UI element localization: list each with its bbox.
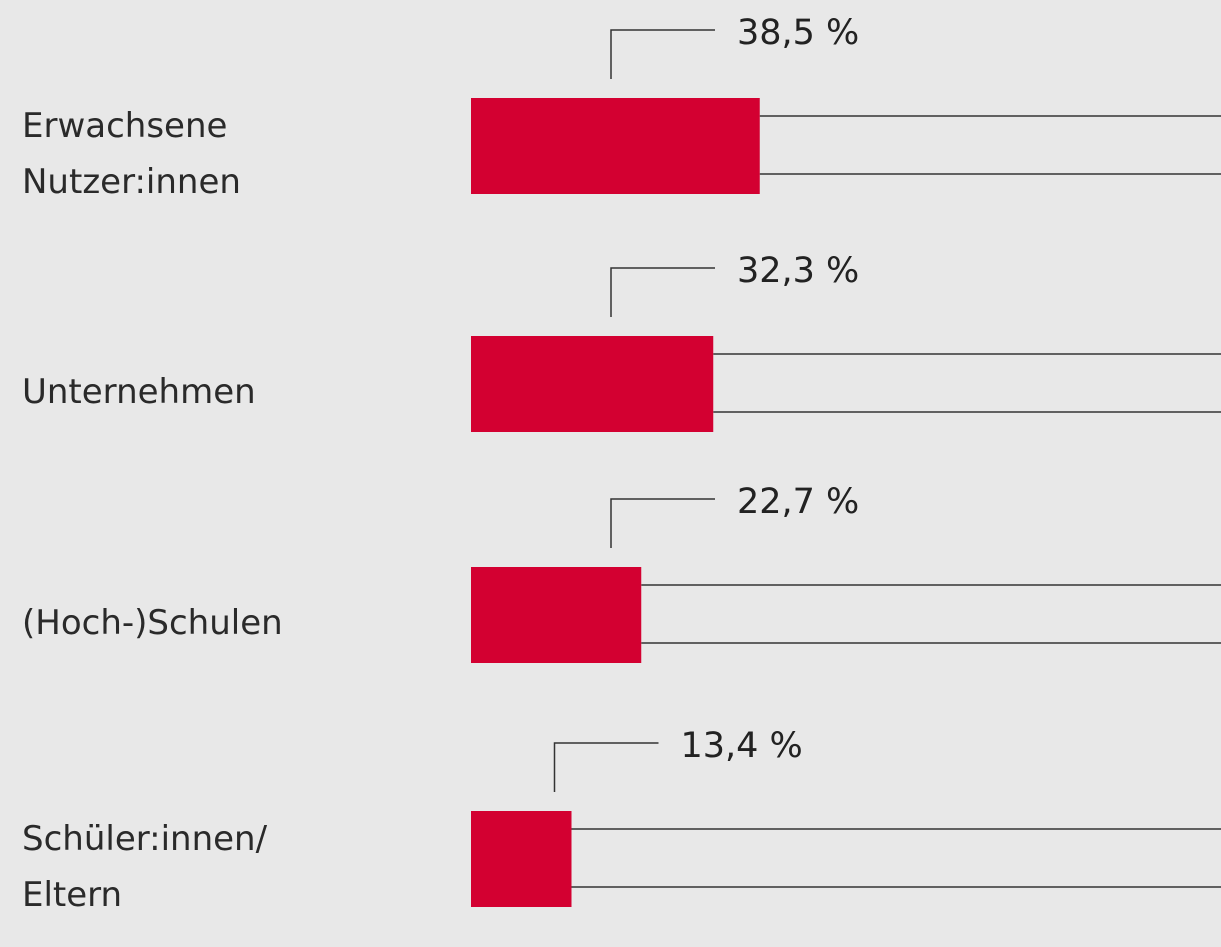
- bar: [471, 567, 642, 663]
- category-label: Unternehmen: [22, 372, 256, 412]
- callout-line: [610, 267, 715, 317]
- bar: [471, 336, 714, 432]
- callout-line: [610, 29, 715, 79]
- category-label: (Hoch-)Schulen: [22, 603, 283, 643]
- callout-line: [610, 498, 715, 548]
- callout-line: [553, 742, 659, 792]
- page: 38,5 %32,3 %22,7 %13,4 % (() => { const …: [22, 13, 1221, 915]
- category-label: Erwachsene Nutzer:innen: [22, 106, 241, 202]
- bar: [471, 98, 760, 194]
- value-label: 22,7 %: [737, 482, 859, 522]
- value-label: 38,5 %: [737, 13, 859, 53]
- value-label: 32,3 %: [737, 251, 859, 291]
- chart: 38,5 % 32,3 % 22,7 % 13,4 %: [471, 13, 1221, 907]
- bar: [471, 811, 572, 907]
- category-label: Schüler:innen/ Eltern: [22, 819, 268, 915]
- value-label: 13,4 %: [681, 726, 803, 766]
